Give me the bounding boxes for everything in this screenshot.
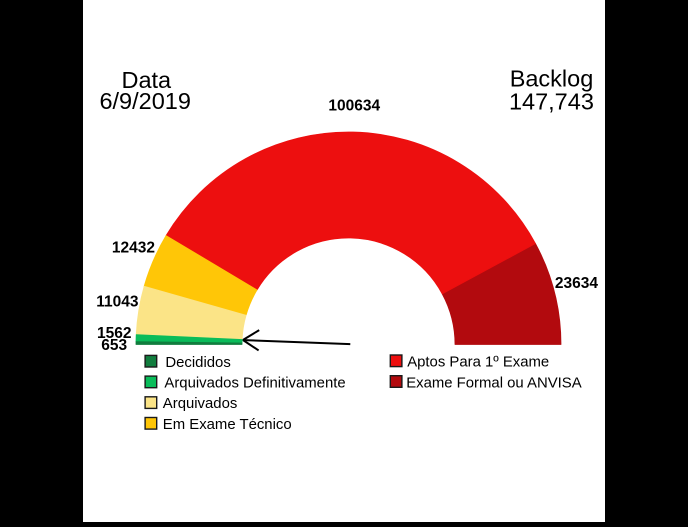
- svg-text:147,743: 147,743: [509, 88, 594, 114]
- svg-text:12432: 12432: [112, 239, 155, 256]
- svg-text:Decididos: Decididos: [165, 355, 230, 371]
- svg-text:Arquivados Definitivamente: Arquivados Definitivamente: [164, 376, 345, 392]
- svg-text:Exame Formal ou ANVISA: Exame Formal ou ANVISA: [406, 375, 582, 391]
- svg-text:Aptos Para 1º Exame: Aptos Para 1º Exame: [407, 355, 549, 371]
- svg-text:Arquivados: Arquivados: [163, 396, 238, 412]
- svg-text:100634: 100634: [328, 97, 380, 114]
- svg-text:23634: 23634: [555, 275, 598, 292]
- svg-text:Backlog: Backlog: [510, 66, 594, 92]
- svg-text:6/9/2019: 6/9/2019: [99, 88, 190, 114]
- svg-text:Em Exame Técnico: Em Exame Técnico: [163, 417, 292, 433]
- svg-text:653: 653: [101, 337, 127, 354]
- svg-text:Data: Data: [121, 67, 172, 93]
- svg-text:11043: 11043: [96, 294, 139, 311]
- svg-text:1562: 1562: [97, 325, 131, 342]
